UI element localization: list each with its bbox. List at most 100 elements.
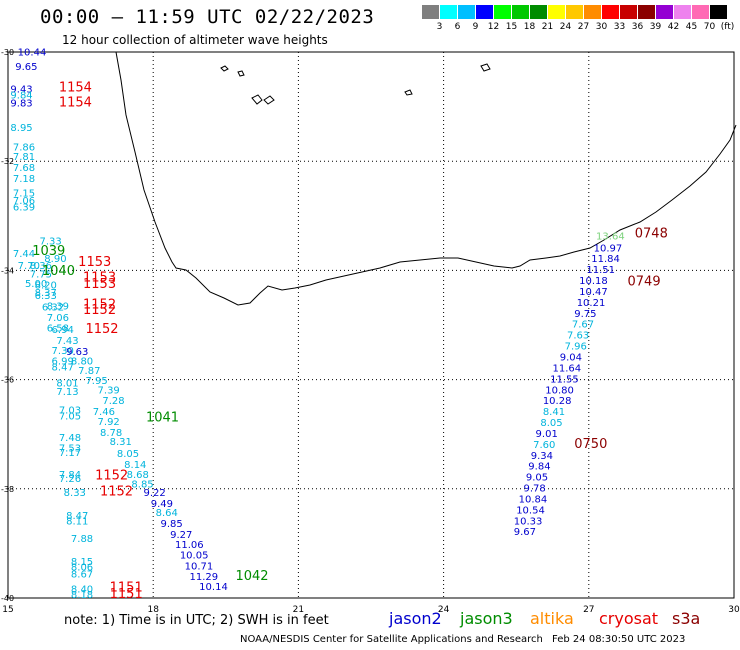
wave-height-value: 10.05 <box>180 551 209 562</box>
wave-height-value: 11.06 <box>175 540 204 551</box>
scale-swatch <box>584 5 601 19</box>
wave-height-value: 9.05 <box>526 473 548 484</box>
wave-height-value: 8.85 <box>131 480 153 491</box>
pass-time-label: 1152 <box>83 303 116 318</box>
pass-time-label: 1041 <box>146 411 179 426</box>
map-frame <box>7 51 735 599</box>
wave-height-value: 7.46 <box>93 407 115 418</box>
wave-height-value: 6.39 <box>13 202 35 213</box>
pass-time-label: 1152 <box>100 484 133 499</box>
satellite-legend-item: jason3 <box>460 609 513 628</box>
wave-height-value: 8.90 <box>44 254 66 265</box>
scale-swatch <box>656 5 673 19</box>
wave-height-value: 6.94 <box>52 325 74 336</box>
wave-height-value: 7.53 <box>59 444 81 455</box>
wave-height-value: 9.65 <box>15 62 37 73</box>
wave-height-value: 7.68 <box>13 163 35 174</box>
scale-label: (ft) <box>720 22 735 32</box>
wave-height-value: 8.06 <box>71 563 93 574</box>
wave-height-value: 7.70 <box>18 261 40 272</box>
scale-label: 30 <box>595 22 608 32</box>
scale-label: 21 <box>541 22 554 32</box>
wave-height-value: 7.33 <box>39 237 61 248</box>
wave-height-value: 7.15 <box>13 189 35 200</box>
wave-height-value: 8.64 <box>156 508 178 519</box>
satellite-legend-item: jason2 <box>389 609 442 628</box>
wave-height-value: 9.78 <box>523 484 545 495</box>
wave-height-value: 7.30 <box>52 346 74 357</box>
scale-swatch <box>710 5 727 19</box>
lat-tick-label: -38 <box>1 485 14 494</box>
scale-swatch <box>530 5 547 19</box>
wave-height-value: 8.39 <box>47 302 69 313</box>
wave-height-value: 8.01 <box>56 379 78 390</box>
wave-height-value: 11.55 <box>550 374 579 385</box>
wave-height-value: 7.06 <box>47 313 69 324</box>
wave-height-value: 10.33 <box>514 516 543 527</box>
scale-label: 36 <box>631 22 644 32</box>
scale-swatch <box>422 5 439 19</box>
wave-height-value: 8.80 <box>71 356 93 367</box>
lon-tick-label: 21 <box>293 605 304 615</box>
pass-time-label: 1151 <box>110 587 143 602</box>
wave-height-value: 8.37 <box>35 288 57 299</box>
pass-time-label: 1154 <box>59 80 92 95</box>
wave-height-value: 6.32 <box>42 302 64 313</box>
wave-height-value: 9.27 <box>170 530 192 541</box>
wave-height-value: 10.54 <box>516 505 545 516</box>
wave-height-value: 9.01 <box>536 429 558 440</box>
wave-height-value: 7.87 <box>78 366 100 377</box>
wave-height-value: 8.47 <box>66 511 88 522</box>
wave-height-value: 10.28 <box>543 396 572 407</box>
wave-height-value: 9.67 <box>514 527 536 538</box>
wave-height-value: 8.67 <box>71 569 93 580</box>
wave-height-value: 8.68 <box>127 470 149 481</box>
credit-text: NOAA/NESDIS Center for Satellite Applica… <box>240 634 543 645</box>
wave-height-value: 7.86 <box>13 142 35 153</box>
wave-height-value: 8.78 <box>100 428 122 439</box>
wave-height-value: 7.60 <box>533 440 555 451</box>
wave-height-value: 7.67 <box>572 320 594 331</box>
pass-time-label: 0748 <box>635 227 668 242</box>
wave-height-value: 7.06 <box>13 196 35 207</box>
satellite-legend-item: altika <box>530 609 574 628</box>
wave-height-value: 8.14 <box>124 460 146 471</box>
map-subtitle: 12 hour collection of altimeter wave hei… <box>62 33 328 47</box>
wave-height-value: 10.97 <box>594 243 623 254</box>
wave-height-value: 9.83 <box>10 99 32 110</box>
wave-height-value: 6.99 <box>52 356 74 367</box>
lon-tick-label: 15 <box>2 605 13 615</box>
wave-height-value: 9.22 <box>144 488 166 499</box>
wave-height-value: 8.41 <box>543 407 565 418</box>
island-4 <box>263 95 275 105</box>
lon-tick-label: 24 <box>438 605 450 615</box>
scale-swatch <box>440 5 457 19</box>
wave-height-value: 6.58 <box>47 324 69 335</box>
pass-time-label: 1153 <box>83 277 116 292</box>
wave-height-value: 8.31 <box>110 437 132 448</box>
axis-tick-labels: 15 18 21 24 27 30 -30 -32 -34 -36 -38 -40 <box>1 48 740 615</box>
map-title: 00:00 – 11:59 UTC 02/22/2023 <box>40 6 375 28</box>
scale-swatch <box>692 5 709 19</box>
lon-tick-label: 30 <box>728 605 740 615</box>
scale-label: 70 <box>703 22 716 32</box>
wave-height-value: 7.63 <box>567 331 589 342</box>
wave-height-value: 7.05 <box>59 411 81 422</box>
scale-swatch <box>494 5 511 19</box>
scale-swatch <box>620 5 637 19</box>
lat-tick-label: -32 <box>1 157 14 166</box>
scale-label: 27 <box>577 22 590 32</box>
scale-label: 6 <box>454 22 461 32</box>
lat-tick-label: -30 <box>1 48 14 57</box>
wave-height-value: 7.39 <box>98 385 120 396</box>
lat-tick-label: -36 <box>1 376 14 385</box>
wave-height-value: 7.03 <box>59 405 81 416</box>
wave-height-value: 9.63 <box>66 347 88 358</box>
scale-swatch <box>674 5 691 19</box>
wave-height-value: 8.05 <box>117 449 139 460</box>
island-6 <box>480 63 491 72</box>
wave-height-value: 8.33 <box>64 488 86 499</box>
pass-time-label: 1152 <box>85 322 118 337</box>
wave-height-value: 10.14 <box>199 582 228 593</box>
